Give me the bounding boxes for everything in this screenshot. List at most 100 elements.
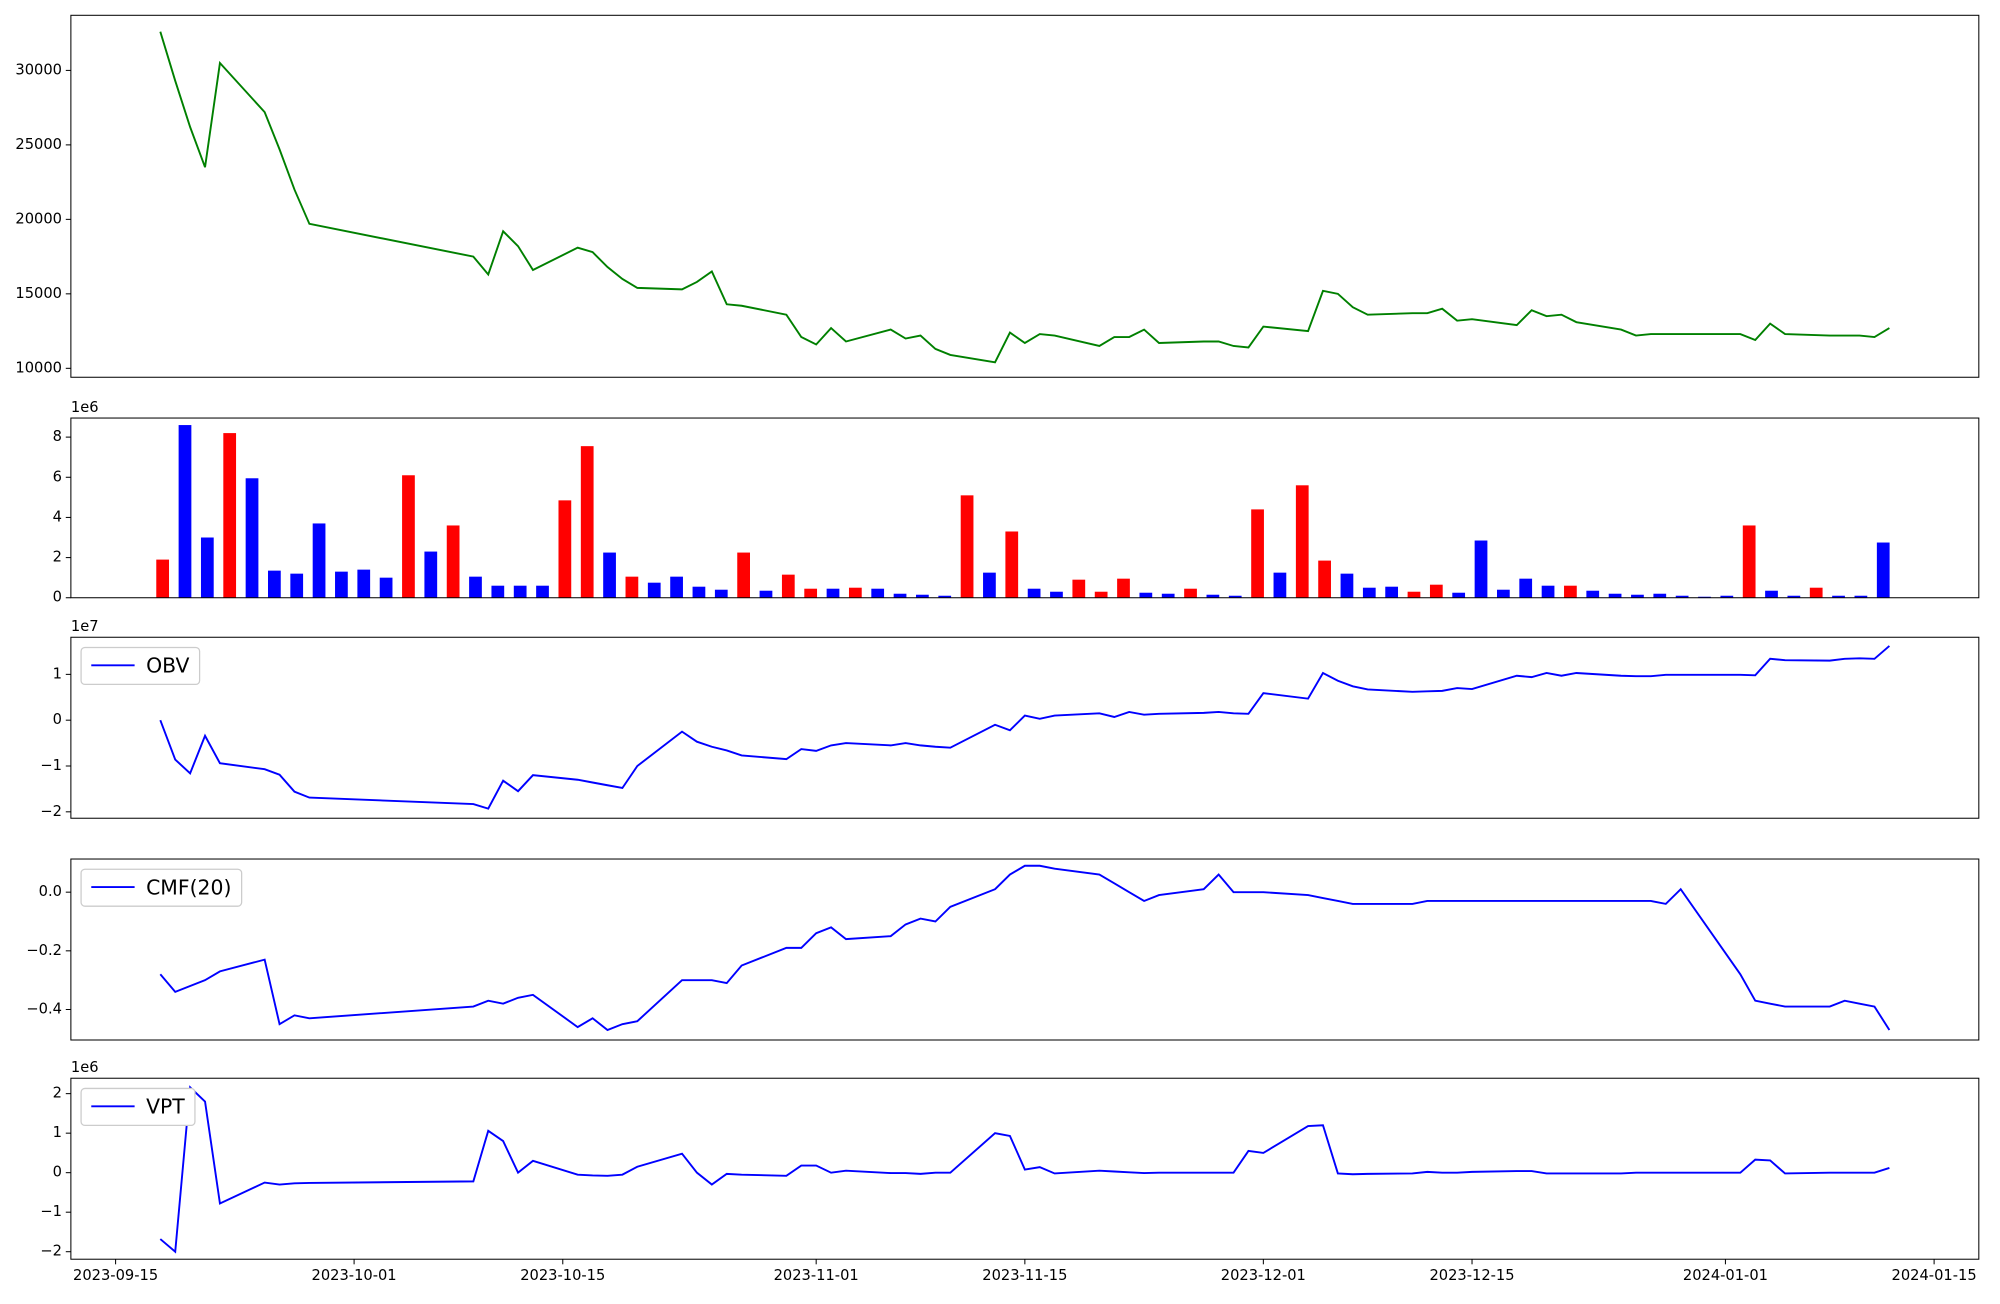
series-line: [159, 31, 1890, 364]
volume-bar: [871, 588, 885, 598]
volume-bar: [1117, 578, 1130, 598]
series-line: [159, 864, 1891, 1032]
y-tick-label: −1: [40, 1203, 62, 1220]
legend-label: CMF(20): [146, 875, 231, 899]
volume-bar: [1631, 594, 1644, 598]
volume-bar: [1832, 595, 1845, 598]
volume-bar: [1541, 585, 1555, 598]
x-tick-label: 2023-09-15: [73, 1267, 158, 1284]
volume-bar: [1742, 525, 1756, 598]
volume-bar: [1586, 590, 1600, 598]
y-tick-label: 25000: [15, 136, 62, 153]
volume-bar: [848, 587, 862, 598]
volume-bar: [312, 523, 326, 598]
volume-bar: [1251, 509, 1264, 598]
y-tick-label: 0.0: [39, 883, 62, 900]
y-tick-label: 15000: [15, 285, 62, 302]
volume-bar: [245, 478, 259, 598]
volume-bar: [1139, 592, 1153, 598]
y-tick-label: 10000: [15, 359, 62, 376]
legend-label: VPT: [146, 1095, 185, 1119]
volume-bar: [1273, 572, 1287, 598]
volume-bar: [1161, 593, 1175, 598]
volume-bar: [647, 582, 661, 598]
volume-bar: [446, 525, 460, 598]
volume-bar: [603, 552, 616, 598]
volume-bar: [335, 571, 348, 598]
volume-bar: [1340, 573, 1354, 598]
volume-bar: [1094, 591, 1108, 598]
volume-bar: [1385, 586, 1399, 598]
volume-bar: [558, 500, 572, 598]
axis-offset-label: 1e7: [71, 618, 99, 635]
volume-bar: [1675, 595, 1689, 598]
volume-bar: [200, 537, 214, 598]
volume-bar: [1787, 595, 1801, 598]
volume-bar: [804, 588, 818, 598]
volume-bar: [1452, 592, 1466, 598]
y-tick-label: 4: [53, 508, 62, 525]
volume-bar: [1295, 485, 1309, 598]
volume-bar: [714, 589, 728, 598]
volume-bar: [357, 569, 371, 598]
volume-bar: [580, 446, 594, 598]
volume-bar: [1206, 594, 1220, 598]
y-tick-label: 2: [53, 1085, 62, 1102]
y-tick-label: 8: [53, 428, 62, 445]
y-tick-label: 6: [53, 468, 62, 485]
x-tick-label: 2023-12-01: [1221, 1267, 1306, 1284]
y-tick-label: −0.4: [26, 1000, 62, 1017]
volume-bar: [737, 552, 750, 598]
volume-bar: [670, 576, 683, 598]
volume-bar: [1407, 591, 1421, 598]
volume-bar: [536, 585, 549, 598]
y-tick-label: −2: [40, 1243, 62, 1260]
volume-bar: [1720, 595, 1734, 598]
volume-bar: [625, 576, 639, 598]
x-tick-label: 2023-10-15: [520, 1267, 605, 1284]
volume-bar: [513, 585, 527, 598]
volume-bar: [759, 590, 773, 598]
volume-bar: [491, 585, 505, 598]
volume-bar: [938, 595, 952, 598]
series-line: [159, 645, 1891, 810]
volume-bar: [960, 495, 974, 598]
legend-box: [80, 646, 201, 686]
series-line: [159, 1085, 1890, 1254]
y-tick-label: 1: [53, 665, 62, 682]
x-tick-label: 2024-01-15: [1892, 1267, 1977, 1284]
volume-bar: [290, 573, 304, 598]
x-tick-label: 2023-12-15: [1429, 1267, 1514, 1284]
axis-offset-label: 1e6: [71, 1059, 99, 1076]
volume-bar: [1496, 589, 1510, 598]
volume-bar: [1564, 585, 1577, 598]
volume-bar: [1027, 588, 1041, 598]
y-tick-label: 1: [53, 1124, 62, 1141]
volume-bar: [1474, 540, 1488, 598]
volume-bar: [223, 433, 237, 598]
volume-bar: [156, 559, 170, 598]
volume-bar: [1228, 595, 1242, 598]
volume-bar: [379, 577, 393, 598]
volume-bar: [781, 574, 795, 598]
volume-bar: [1362, 587, 1376, 598]
y-tick-label: −2: [40, 803, 62, 820]
volume-bar: [402, 475, 415, 598]
volume-bar: [1653, 593, 1667, 598]
x-tick-label: 2024-01-01: [1683, 1267, 1768, 1284]
volume-bar: [1050, 591, 1063, 598]
volume-bar: [983, 572, 996, 598]
volume-bar: [916, 594, 929, 598]
axis-offset-label: 1e6: [71, 399, 99, 416]
x-tick-label: 2023-11-01: [774, 1267, 859, 1284]
legend-label: OBV: [146, 654, 189, 678]
x-tick-label: 2023-11-15: [982, 1267, 1067, 1284]
volume-bar: [268, 570, 281, 598]
panel-frame: [70, 636, 1980, 819]
volume-bar: [1854, 595, 1868, 598]
y-tick-label: 0: [53, 589, 62, 606]
volume-bar: [1318, 560, 1331, 598]
volume-bar: [469, 576, 482, 598]
